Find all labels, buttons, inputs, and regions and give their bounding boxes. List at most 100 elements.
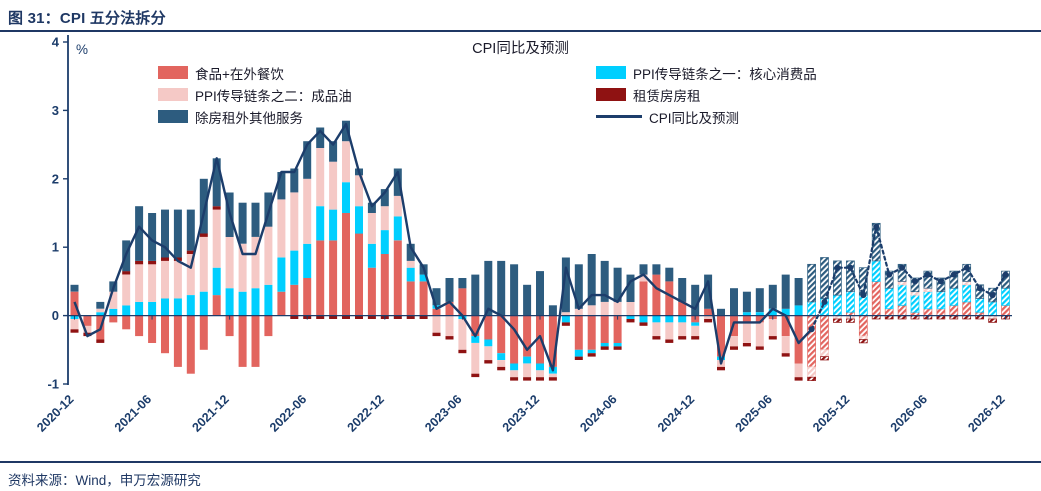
bar-segment [536, 370, 544, 378]
bar-segment [923, 270, 933, 289]
cpi-chart-canvas: -1 0 1 2 3 4 % 2020-12 2021-06 2021-12 2022-06 2022… [34, 35, 1012, 435]
bar-segment [691, 284, 700, 316]
bar-segment [768, 308, 777, 316]
bar-segment [367, 202, 376, 213]
bar-segment [290, 250, 299, 285]
forecast-marker [937, 278, 944, 285]
bar-segment [742, 315, 751, 323]
bar-segment [561, 315, 570, 323]
bar-segment [717, 315, 725, 357]
bar-segment [432, 288, 441, 306]
x-tick-label: 2023-12 [500, 392, 542, 434]
bar-segment [471, 373, 480, 378]
legend-label-food: 食品+在外餐饮 [195, 66, 284, 82]
bar-segment [316, 315, 325, 319]
bar-segment [600, 343, 609, 347]
forecast-marker [963, 264, 970, 271]
bar-segment [251, 315, 260, 367]
forecast-marker [808, 326, 815, 333]
bar-segment [445, 278, 454, 302]
bar-segment [755, 322, 764, 347]
bar-segment [290, 168, 299, 193]
bar-segment [600, 260, 609, 302]
bar-segment [639, 274, 648, 282]
bar-segment [910, 277, 920, 293]
bar-segment [807, 366, 816, 378]
legend-item-refined-oil: PPI传导链条之二：成品油 [158, 86, 352, 104]
bar-segment [574, 315, 583, 350]
bar-segment [135, 206, 144, 261]
bar-segment [652, 315, 661, 323]
bar-segment [277, 291, 286, 316]
bar-segment [871, 260, 881, 282]
y-tick-label: 3 [52, 103, 59, 118]
bar-segment [109, 315, 118, 323]
bar-segment [355, 315, 363, 319]
bar-segment [923, 291, 933, 310]
figure-title: 图 31：CPI 五分法拆分 [8, 10, 166, 27]
bar-segment [199, 236, 208, 292]
x-tick-label: 2025-06 [733, 392, 775, 434]
bar-segment [471, 315, 480, 337]
legend-swatch-refined-oil [158, 88, 188, 101]
bar-segment [561, 322, 570, 326]
bar-segment [148, 213, 157, 261]
bar-segment [458, 278, 467, 289]
bar-segment [548, 315, 557, 367]
bar-segment [484, 346, 493, 361]
bar-segment [704, 315, 713, 319]
legend-swatch-cpi-line [596, 115, 642, 118]
bar-segment [290, 284, 299, 316]
forecast-marker [847, 264, 854, 271]
bar-segment [639, 281, 648, 316]
legend-swatch-food [158, 66, 188, 79]
bar-segment [587, 315, 596, 350]
bar-segment [794, 377, 803, 381]
bar-segment [678, 301, 687, 316]
bar-segment [574, 349, 583, 357]
bar-segment [238, 291, 247, 316]
x-tick-label: 2021-12 [189, 392, 231, 434]
bar-segment [561, 312, 570, 316]
legend-column-right: PPI传导链条之一：核心消费品 租赁房房租 CPI同比及预测 [596, 64, 817, 126]
forecast-marker [886, 271, 893, 278]
bar-segment [639, 315, 648, 323]
bar-segment [329, 209, 338, 241]
bar-segment [186, 295, 195, 316]
bar-segment [277, 172, 286, 200]
bar-segment [303, 243, 312, 278]
bar-segment [199, 233, 208, 237]
bar-segment [574, 308, 583, 316]
x-tick-label: 2021-06 [112, 392, 154, 434]
bar-segment [329, 141, 338, 162]
bar-segment [678, 322, 687, 337]
bar-segment [161, 260, 169, 299]
bar-segment [665, 322, 674, 340]
figure-header: 图 31：CPI 五分法拆分 [0, 0, 1041, 32]
bar-segment [652, 274, 661, 316]
bar-segment [173, 209, 182, 258]
bar-segment [858, 335, 868, 340]
bar-segment [122, 315, 131, 330]
bar-segment [316, 206, 325, 241]
y-tick-label: 1 [52, 240, 59, 255]
bar-segment [406, 260, 415, 268]
x-tick-label: 2024-12 [655, 392, 697, 434]
y-tick-label: 2 [52, 171, 59, 186]
bar-segment [833, 294, 842, 316]
bar-segment [613, 267, 622, 302]
bar-segment [497, 315, 506, 354]
bar-segment [678, 336, 687, 340]
bar-segment [536, 271, 544, 316]
bar-segment [858, 315, 868, 337]
bar-segment [897, 304, 907, 316]
bar-segment [186, 254, 195, 295]
bar-segment [432, 308, 441, 316]
bar-segment [510, 370, 519, 378]
bar-segment [781, 336, 790, 354]
bar-segment [96, 301, 105, 309]
chart-area: CPI同比及预测 食品+在外餐饮 PPI传导链条之二：成品油 除房租外其他服务 … [0, 32, 1041, 462]
bar-segment [497, 360, 506, 367]
bar-segment [290, 315, 299, 319]
bar-segment [587, 254, 596, 306]
